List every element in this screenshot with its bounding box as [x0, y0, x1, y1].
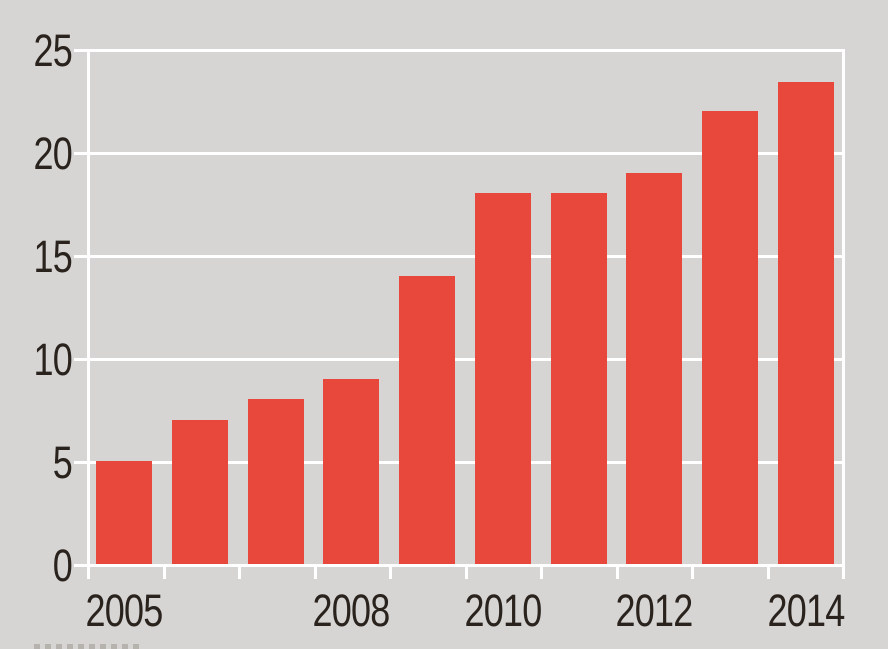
plot-area: [74, 49, 845, 579]
gridline-0: [87, 564, 845, 567]
y-axis-label-15: 15: [33, 231, 73, 282]
bar-2011: [550, 193, 607, 564]
y-axis-tick-10: [74, 358, 87, 361]
x-axis-tick-1: [162, 567, 166, 579]
gridline-15: [87, 255, 845, 258]
x-axis-tick-9: [766, 567, 770, 579]
bar-2010: [474, 193, 531, 564]
y-axis-label-5: 5: [52, 437, 73, 488]
y-axis-tick-25: [74, 49, 87, 52]
x-axis-tick-10: [842, 567, 845, 579]
x-axis-tick-6: [540, 567, 543, 579]
gridline-20: [87, 152, 845, 155]
y-axis-tick-20: [74, 152, 87, 155]
x-axis-tick-5: [464, 567, 468, 579]
bar-2008: [323, 378, 380, 564]
x-axis-tick-0: [87, 567, 90, 579]
bar-2013: [702, 110, 759, 564]
y-axis-tick-15: [74, 255, 87, 258]
gridline-25: [87, 49, 845, 52]
y-axis-line: [87, 49, 90, 567]
bar-2007: [247, 399, 304, 564]
x-axis-label-2012: 2012: [616, 585, 694, 636]
bar-2014: [778, 81, 835, 564]
bar-2009: [399, 275, 456, 564]
x-axis-label-2008: 2008: [312, 585, 391, 636]
y-axis-tick-5: [74, 461, 87, 464]
x-axis-tick-7: [615, 567, 619, 579]
x-axis-tick-3: [313, 567, 317, 579]
y-axis-label-20: 20: [33, 128, 73, 179]
plot-right-border: [842, 49, 845, 567]
x-axis-tick-4: [389, 567, 392, 579]
x-axis-tick-8: [691, 567, 694, 579]
gridline-10: [87, 358, 845, 361]
y-axis-label-0: 0: [52, 540, 73, 591]
x-axis-label-2005: 2005: [85, 585, 164, 636]
bar-2005: [96, 461, 152, 564]
gridline-5: [87, 461, 845, 464]
y-axis-label-10: 10: [33, 334, 73, 385]
clipped-text-fragment: [34, 644, 144, 649]
y-axis-tick-0: [74, 564, 87, 567]
y-axis-label-25: 25: [33, 25, 73, 76]
x-axis-label-2014: 2014: [767, 585, 846, 636]
x-axis-label-2010: 2010: [464, 585, 542, 636]
bar-2006: [171, 419, 228, 564]
bar-2012: [626, 172, 683, 564]
x-axis-tick-2: [238, 567, 241, 579]
